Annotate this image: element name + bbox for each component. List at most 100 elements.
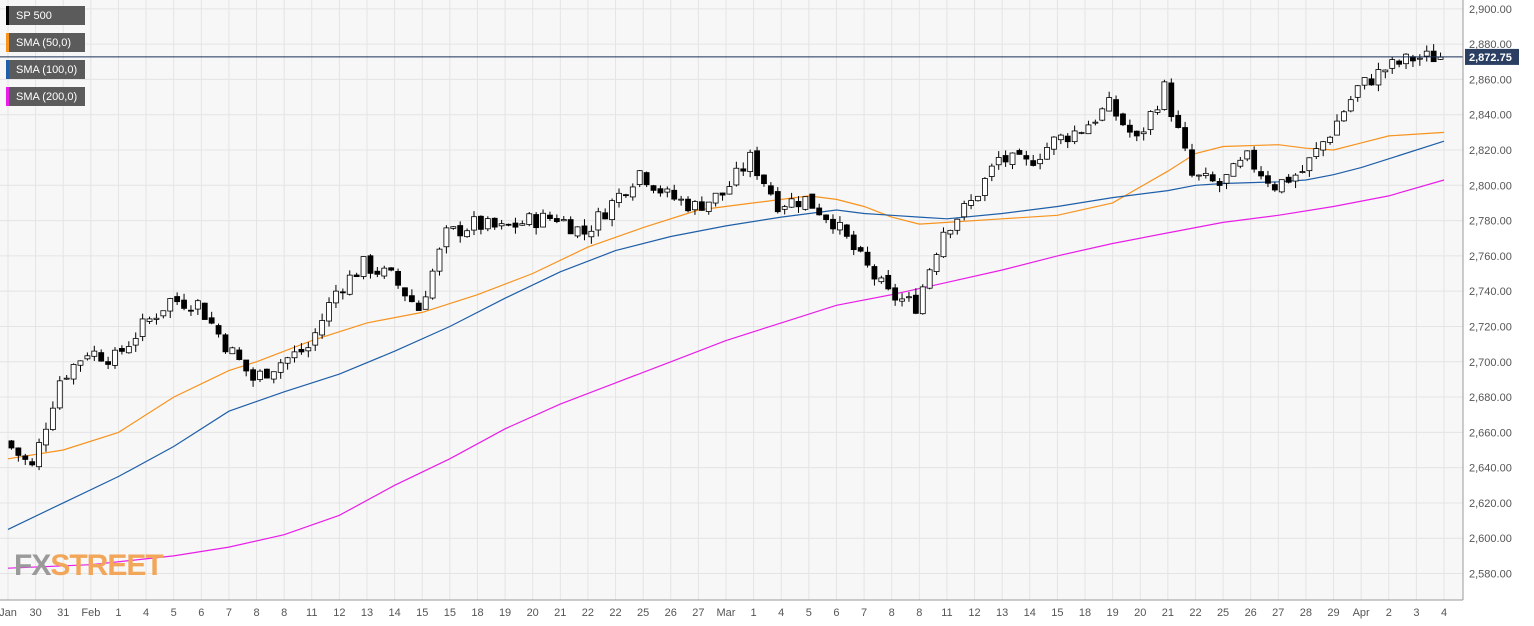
legend-sma-50[interactable]: SMA (50,0)	[6, 33, 86, 52]
x-tick-label: 20	[1134, 607, 1146, 619]
candle	[112, 347, 118, 369]
candle	[339, 288, 346, 300]
candle-body	[692, 201, 698, 211]
last-price-label: 2,872.75	[1469, 52, 1512, 64]
candle	[588, 225, 595, 244]
candle-body	[899, 298, 905, 302]
x-tick-label: Apr	[1353, 607, 1370, 619]
candle	[250, 367, 256, 387]
candle-body	[160, 310, 167, 317]
legend-sma-200[interactable]: SMA (200,0)	[6, 87, 86, 106]
candle-body	[726, 186, 733, 195]
candle-body	[685, 198, 691, 212]
candle	[194, 299, 201, 315]
candle-body	[781, 206, 788, 210]
x-tick-label: 15	[444, 607, 456, 619]
candle-body	[346, 274, 353, 295]
legend-sp500[interactable]: SP 500	[6, 6, 86, 25]
candle	[1375, 62, 1382, 92]
candle	[374, 266, 381, 278]
y-tick-label: 2,860.00	[1469, 74, 1512, 86]
candle-body	[250, 369, 256, 381]
candle	[857, 245, 864, 253]
candle	[926, 268, 933, 290]
x-tick-label: 19	[499, 607, 511, 619]
legend-sma-100[interactable]: SMA (100,0)	[6, 60, 86, 79]
candle-body	[1375, 69, 1382, 86]
candle	[1120, 112, 1126, 127]
candle	[843, 224, 850, 239]
candle-body	[478, 215, 484, 230]
candle-body	[754, 150, 760, 177]
candle-body	[374, 270, 381, 275]
candle-body	[954, 218, 961, 231]
candle	[132, 332, 139, 352]
candle	[1271, 181, 1278, 192]
x-tick-label: 14	[1024, 607, 1036, 619]
candle	[899, 293, 905, 307]
candle	[1292, 173, 1299, 189]
last-price-line: 2,872.75	[0, 48, 1519, 65]
candle	[740, 162, 747, 177]
candle	[1071, 125, 1078, 145]
y-tick-label: 2,600.00	[1469, 533, 1512, 545]
candle-body	[1430, 50, 1437, 63]
candle	[912, 288, 919, 315]
candle	[919, 284, 926, 315]
x-tick-label: 25	[637, 607, 649, 619]
candle	[512, 217, 519, 234]
candle	[1016, 148, 1023, 155]
candle-body	[22, 455, 29, 460]
y-tick-label: 2,780.00	[1469, 216, 1512, 228]
candle-body	[277, 362, 284, 373]
candle	[505, 223, 512, 227]
y-axis: 2,580.00 2,600.00 2,620.00 2,640.00 2,660.00…	[1462, 0, 1512, 600]
candle	[1334, 114, 1340, 136]
candle-body	[1168, 82, 1175, 118]
candle	[229, 346, 236, 355]
candle	[823, 214, 830, 224]
candle	[1154, 105, 1161, 115]
x-tick-label: 15	[1051, 607, 1063, 619]
candle	[1023, 150, 1030, 166]
candle-body	[795, 200, 802, 208]
candle	[125, 341, 132, 354]
candle	[1430, 44, 1437, 63]
candle-body	[319, 320, 326, 336]
candle-body	[1064, 135, 1071, 143]
candle	[802, 196, 809, 211]
legend-label: SMA (200,0)	[16, 90, 78, 103]
candle-body	[1423, 50, 1430, 57]
y-tick-label: 2,740.00	[1469, 286, 1512, 298]
candle	[712, 192, 719, 207]
candle	[1140, 127, 1147, 141]
candle	[98, 349, 105, 362]
candle	[415, 300, 422, 311]
candle	[215, 323, 222, 338]
candle-body	[1133, 130, 1140, 137]
candle	[553, 214, 560, 224]
candle-body	[505, 223, 512, 226]
candle-body	[864, 251, 871, 266]
candle-body	[581, 225, 588, 235]
candle	[1209, 171, 1216, 183]
candle	[360, 256, 367, 280]
candle	[1251, 146, 1258, 173]
candle-body	[553, 218, 560, 222]
y-tick-label: 2,880.00	[1469, 39, 1512, 51]
candle-body	[912, 294, 919, 314]
candle	[767, 182, 774, 196]
candle-body	[339, 291, 346, 294]
candle	[788, 192, 795, 208]
candle-body	[146, 318, 153, 322]
candle	[388, 267, 395, 272]
candle	[457, 221, 464, 243]
candle	[1327, 135, 1333, 145]
candle	[236, 347, 243, 361]
candle-body	[1106, 97, 1113, 112]
candle-body	[236, 349, 243, 360]
candle-body	[395, 271, 401, 286]
candle-body	[1023, 155, 1030, 160]
candle	[367, 254, 374, 279]
